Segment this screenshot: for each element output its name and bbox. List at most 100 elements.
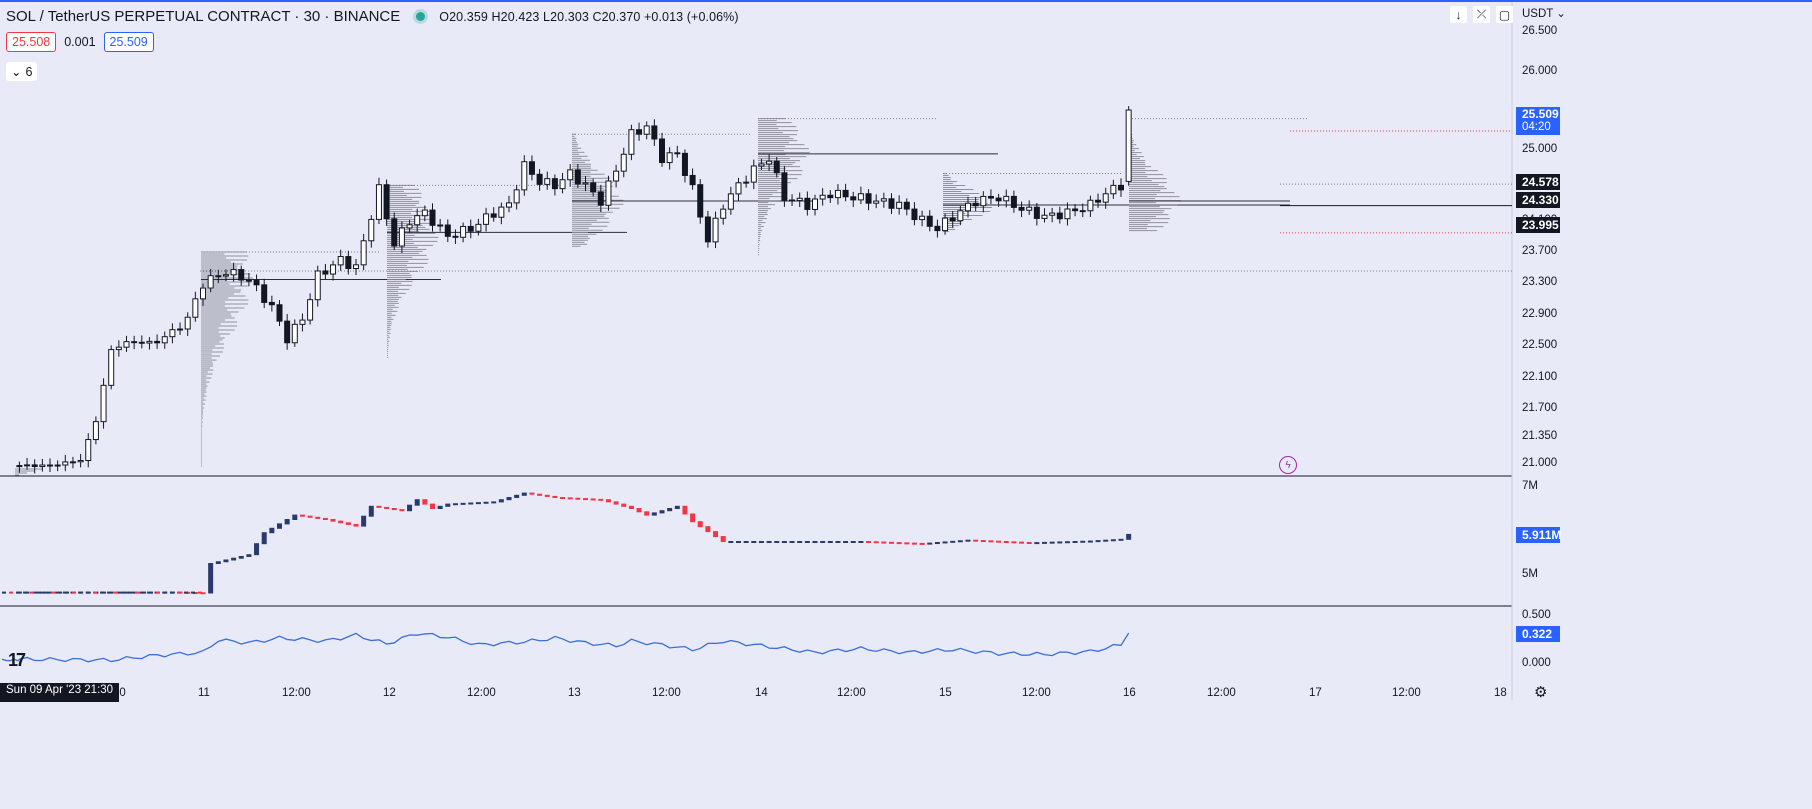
collapse-icon[interactable]: ⤫ <box>1473 6 1490 23</box>
cvd-bar <box>292 514 298 520</box>
candle <box>54 460 61 472</box>
volume-axis-tick: 5M <box>1522 568 1538 580</box>
sell-price-button[interactable]: 25.508 <box>6 32 57 52</box>
time-axis-tick: 18 <box>1494 687 1507 699</box>
candle-body <box>1072 208 1079 212</box>
cvd-bar <box>215 561 221 564</box>
candle-body <box>704 216 711 243</box>
candle <box>360 233 367 271</box>
candle-body <box>452 235 459 238</box>
candle <box>261 278 268 309</box>
candle-body <box>842 189 849 198</box>
candle-body <box>521 161 528 191</box>
cvd-bar <box>889 541 894 544</box>
candle <box>773 156 780 178</box>
time-axis-tick: 12:00 <box>467 687 496 699</box>
indicators-toggle[interactable]: ⌄ 6 <box>6 62 38 81</box>
symbol-title[interactable]: SOL / TetherUS PERPETUAL CONTRACT · 30 ·… <box>6 8 401 25</box>
currency-selector[interactable]: USDT ⌄ <box>1522 8 1566 20</box>
candle <box>965 196 971 218</box>
candle <box>169 323 176 344</box>
candle-body <box>92 421 99 441</box>
cvd-bar <box>1019 541 1025 544</box>
cvd-bar <box>9 591 13 594</box>
cvd-bar <box>437 505 443 509</box>
cvd-bar <box>55 591 61 594</box>
candle-body <box>789 199 796 202</box>
lightning-icon[interactable]: ϟ <box>1279 456 1297 474</box>
price-axis-tick: 23.300 <box>1522 276 1558 289</box>
price-axis-tick: 22.500 <box>1522 339 1558 352</box>
cvd-bar <box>391 508 397 511</box>
candle <box>689 168 696 190</box>
cvd-bar <box>414 499 420 506</box>
candle <box>253 274 260 292</box>
cvd-bar <box>475 502 481 505</box>
candle <box>674 145 681 158</box>
candle <box>1118 178 1124 197</box>
candle <box>391 212 398 251</box>
level-label-b: 24.330 <box>1516 192 1560 208</box>
candle-body <box>483 213 490 225</box>
candle <box>398 221 405 254</box>
candle <box>911 202 918 226</box>
candle-body <box>911 208 918 221</box>
time-axis-tick: 12:00 <box>652 687 681 699</box>
cvd-bar <box>866 541 872 543</box>
cvd-bar <box>1049 541 1055 544</box>
candle <box>743 175 750 188</box>
candle <box>161 331 168 349</box>
candle <box>322 263 329 280</box>
cvd-bar <box>583 498 588 501</box>
candle <box>834 184 841 205</box>
candle <box>643 121 650 140</box>
candle <box>1064 202 1071 226</box>
price-axis-tick: 26.000 <box>1522 64 1558 77</box>
cvd-bar <box>121 591 125 594</box>
candle-body <box>222 274 229 277</box>
cvd-bar <box>58 591 62 594</box>
candle <box>184 312 191 336</box>
candle-body <box>460 225 467 238</box>
candle <box>368 215 375 248</box>
candle-body <box>245 279 252 282</box>
cvd-bar <box>149 591 153 594</box>
candle <box>1041 208 1048 223</box>
tradingview-logo[interactable]: 17 <box>8 650 26 670</box>
cvd-bar <box>1057 541 1063 544</box>
cvd-bar <box>873 541 879 544</box>
arrow-down-icon[interactable]: ↓ <box>1450 6 1467 23</box>
candle <box>582 176 589 192</box>
candle-body <box>1064 208 1071 220</box>
cvd-bar <box>422 499 428 505</box>
candle-body <box>1033 206 1040 219</box>
candle <box>1125 106 1132 186</box>
candle-body <box>681 152 688 176</box>
candle-body <box>1079 210 1086 213</box>
maximize-icon[interactable]: ▢ <box>1496 6 1513 23</box>
candle <box>383 179 390 226</box>
current-price-value: 25.509 <box>1522 107 1559 121</box>
candle-body <box>284 320 291 344</box>
buy-price-button[interactable]: 25.509 <box>103 32 154 52</box>
cvd-bar <box>142 591 146 594</box>
candle <box>222 269 229 282</box>
cvd-bar <box>338 520 344 524</box>
cvd-bar <box>483 501 489 504</box>
candle <box>1056 206 1063 224</box>
cvd-bar <box>919 542 925 545</box>
gear-icon[interactable]: ⚙ <box>1534 684 1548 701</box>
cvd-bar <box>315 516 321 519</box>
candle-body <box>628 129 635 155</box>
cvd-bar <box>1026 541 1032 544</box>
symbol-header[interactable]: SOL / TetherUS PERPETUAL CONTRACT · 30 ·… <box>6 8 739 25</box>
candle <box>31 459 38 474</box>
candle <box>873 194 880 209</box>
cvd-bar <box>108 591 114 594</box>
candle-body <box>735 182 742 195</box>
candle-body <box>77 459 84 463</box>
candle-body <box>16 465 23 468</box>
candle-body <box>131 341 138 344</box>
candle-body <box>307 299 314 321</box>
